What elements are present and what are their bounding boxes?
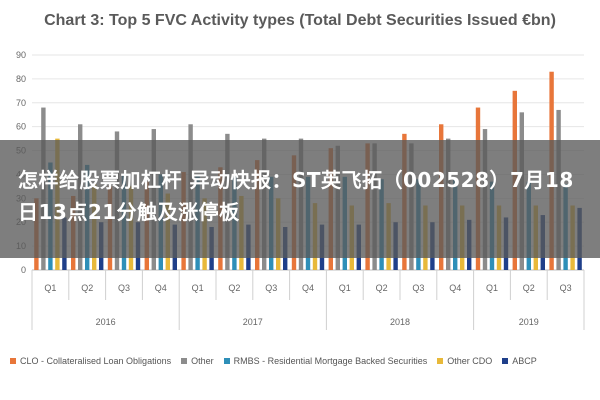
x-tick-label: Q3 (560, 283, 572, 293)
x-tick-label: Q2 (81, 283, 93, 293)
x-tick-label: Q2 (376, 283, 388, 293)
x-tick-label: Q3 (118, 283, 130, 293)
legend-item: CLO - Collateralised Loan Obligations (10, 356, 171, 366)
x-tick-label: Q4 (449, 283, 461, 293)
legend-label: CLO - Collateralised Loan Obligations (20, 356, 172, 366)
y-tick-label: 0 (21, 265, 26, 275)
legend-item: RMBS - Residential Mortgage Backed Secur… (223, 356, 428, 366)
legend-swatch (437, 358, 444, 364)
x-tick-label: Q1 (486, 283, 498, 293)
x-tick-label: Q4 (155, 283, 167, 293)
year-label: 2018 (390, 317, 410, 327)
legend-label: Other (191, 356, 214, 366)
x-tick-label: Q1 (339, 283, 351, 293)
year-label: 2017 (243, 317, 263, 327)
legend-item: Other CDO (437, 356, 492, 366)
headline-text[interactable]: 怎样给股票加杠杆 异动快报：ST英飞拓（002528）7月18日13点21分触及… (18, 168, 574, 224)
legend-label: ABCP (512, 356, 537, 366)
x-tick-label: Q1 (192, 283, 204, 293)
legend-label: RMBS - Residential Mortgage Backed Secur… (233, 356, 428, 366)
y-tick-label: 60 (16, 122, 26, 132)
x-tick-label: Q4 (302, 283, 314, 293)
legend-item: ABCP (502, 356, 537, 366)
x-tick-label: Q1 (44, 283, 56, 293)
x-tick-label: Q2 (523, 283, 535, 293)
year-label: 2019 (519, 317, 539, 327)
legend-label: Other CDO (447, 356, 493, 366)
legend-swatch (502, 358, 509, 364)
headline-overlay (0, 140, 600, 258)
legend-swatch (10, 358, 16, 364)
legend-swatch (223, 358, 230, 364)
legend-item: Other (181, 356, 214, 366)
x-tick-label: Q3 (412, 283, 424, 293)
x-tick-label: Q3 (265, 283, 277, 293)
year-label: 2016 (96, 317, 116, 327)
y-tick-label: 80 (16, 74, 26, 84)
legend-swatch (181, 358, 188, 364)
y-tick-label: 70 (16, 98, 26, 108)
x-tick-label: Q2 (228, 283, 240, 293)
legend: CLO - Collateralised Loan Obligations Oth… (10, 352, 595, 370)
chart-title: Chart 3: Top 5 FVC Activity types (Total… (44, 12, 556, 29)
y-tick-label: 90 (16, 50, 26, 60)
